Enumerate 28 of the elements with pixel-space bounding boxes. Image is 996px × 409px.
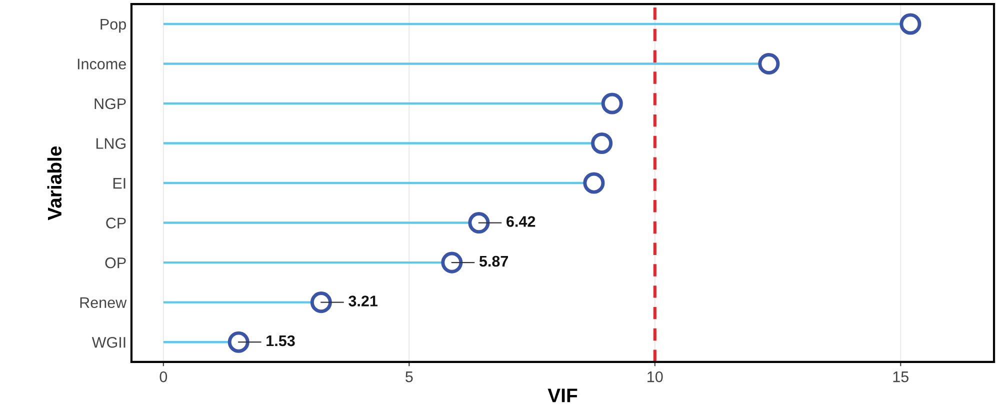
point (468, 212, 490, 234)
point (310, 292, 332, 314)
point (591, 132, 613, 154)
x-tick-label: 15 (893, 372, 908, 382)
y-tick-label: Pop (100, 18, 126, 33)
x-tick-label: 10 (648, 371, 663, 382)
y-tick-label: LNG (96, 138, 126, 149)
x-axis-title: VIF (548, 388, 578, 402)
data-label: 3.21 (348, 296, 378, 306)
y-tick-label: NGP (94, 98, 126, 110)
y-tick-label: Income (78, 58, 126, 70)
point (441, 252, 463, 274)
point (758, 52, 780, 74)
point (900, 13, 922, 35)
data-label: 1.53 (266, 335, 295, 346)
data-label: 5.87 (479, 256, 508, 267)
y-axis-title: Variable (47, 146, 62, 220)
x-tick-label: 0 (160, 371, 168, 382)
x-tick-label: 5 (406, 372, 413, 382)
y-tick-label: WGII (92, 336, 126, 348)
y-tick-label: Renew (80, 297, 127, 308)
data-label: 6.42 (506, 216, 536, 227)
y-tick-label: CP (106, 218, 126, 228)
y-tick-label: OP (105, 257, 126, 268)
point (228, 331, 250, 353)
point (601, 92, 623, 114)
point (583, 172, 605, 194)
y-tick-label: EI (113, 178, 126, 189)
